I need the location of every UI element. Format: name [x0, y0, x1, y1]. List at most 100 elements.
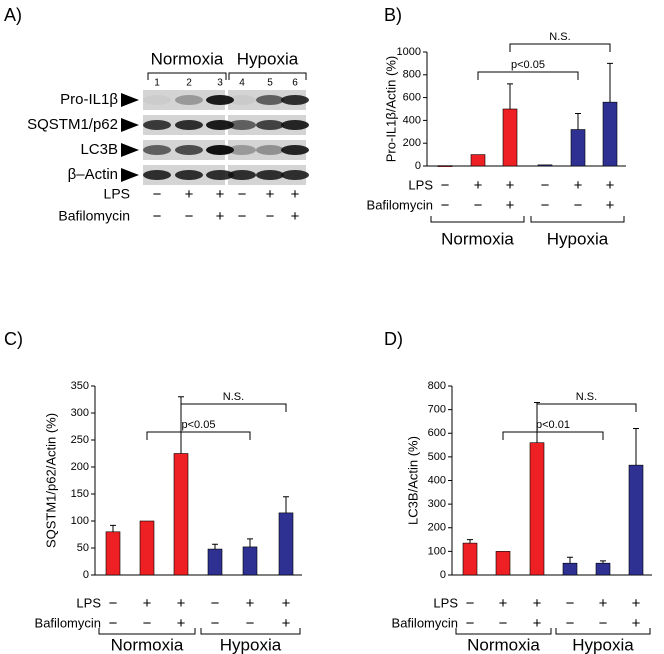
- y-tick-label: 250: [71, 434, 89, 446]
- condition-sign: +: [506, 197, 515, 214]
- row-arrow: [121, 168, 139, 182]
- condition-sign: −: [109, 595, 118, 612]
- condition-label: Bafilomycin: [35, 615, 101, 630]
- group-label: Normoxia: [111, 635, 184, 654]
- group-label: Hypoxia: [547, 229, 609, 248]
- bar: [173, 453, 189, 576]
- y-tick-label: 700: [428, 404, 446, 416]
- condition-sign: −: [474, 197, 483, 214]
- group-label: Normoxia: [467, 635, 540, 654]
- bar: [595, 562, 611, 576]
- blot-band: [256, 120, 284, 130]
- condition-label: LPS: [408, 177, 433, 192]
- blot-band: [143, 145, 171, 155]
- condition-sign: −: [441, 197, 450, 214]
- y-tick-label: 300: [71, 407, 89, 419]
- bar: [602, 101, 618, 167]
- condition-sign: +: [177, 615, 186, 632]
- panel-label: A): [4, 5, 22, 25]
- significance-bracket: [477, 71, 579, 80]
- significance-label: N.S.: [223, 391, 244, 403]
- error-bar: [467, 539, 473, 544]
- bar: [495, 551, 511, 576]
- blot-band: [256, 145, 284, 155]
- y-tick-label: 150: [71, 488, 89, 500]
- blot-band: [206, 95, 234, 105]
- condition-sign: +: [282, 615, 291, 632]
- condition-sign: −: [499, 615, 508, 632]
- bar: [537, 164, 553, 167]
- group-bracket: [200, 628, 301, 635]
- y-tick-label: 400: [403, 114, 421, 126]
- blot-band: [228, 120, 256, 130]
- blot-band: [228, 95, 256, 105]
- bar: [570, 129, 586, 167]
- group-label: Hypoxia: [220, 635, 282, 654]
- blot-band: [143, 95, 171, 105]
- row-arrow: [121, 93, 139, 107]
- y-tick-label: 1000: [397, 46, 421, 58]
- group-bracket: [147, 72, 227, 80]
- lane-number: 6: [292, 78, 298, 89]
- lane-number: 1: [154, 78, 160, 89]
- condition-sign: −: [541, 177, 550, 194]
- significance-label: N.S.: [549, 31, 570, 43]
- blot-band: [143, 120, 171, 130]
- y-tick-label: 300: [428, 498, 446, 510]
- panel-label: D): [384, 329, 403, 349]
- group-label: Hypoxia: [237, 49, 299, 68]
- condition-sign: +: [606, 197, 615, 214]
- error-bar: [110, 524, 116, 532]
- blot-band: [281, 95, 309, 105]
- y-tick-label: 600: [428, 427, 446, 439]
- significance-label: p<0.05: [182, 419, 216, 431]
- condition-label: LPS: [76, 595, 101, 610]
- condition-sign: +: [474, 177, 483, 194]
- row-label: LC3B: [80, 141, 118, 158]
- condition-sign: −: [185, 208, 194, 225]
- bar: [242, 546, 258, 576]
- blot-band: [228, 145, 256, 155]
- condition-sign: −: [211, 595, 220, 612]
- y-tick-label: 200: [428, 522, 446, 534]
- y-tick-label: 800: [403, 69, 421, 81]
- panel-label: C): [4, 329, 23, 349]
- lane-number: 2: [186, 78, 192, 89]
- row-arrow: [121, 118, 139, 132]
- condition-sign: −: [109, 615, 118, 632]
- condition-sign: +: [216, 186, 225, 203]
- condition-sign: −: [153, 186, 162, 203]
- significance-label: p<0.05: [511, 59, 545, 71]
- significance-bracket: [509, 43, 611, 52]
- error-bar: [507, 83, 513, 109]
- bar: [462, 542, 478, 576]
- blot-band: [206, 145, 234, 155]
- condition-sign: +: [177, 595, 186, 612]
- error-bar: [212, 543, 218, 550]
- group-bracket: [455, 628, 552, 635]
- bar: [105, 531, 121, 576]
- group-bracket: [430, 216, 525, 223]
- bar: [502, 108, 518, 167]
- condition-sign: −: [266, 208, 275, 225]
- blot-band: [281, 170, 309, 180]
- error-bar: [283, 496, 289, 513]
- error-bar: [600, 560, 606, 564]
- condition-label: Bafilomycin: [367, 197, 433, 212]
- condition-sign: −: [541, 197, 550, 214]
- condition-label: Bafilomycin: [58, 208, 130, 224]
- group-label: Normoxia: [441, 229, 514, 248]
- y-tick-label: 350: [71, 380, 89, 392]
- lane-number: 3: [217, 78, 223, 89]
- blot-band: [256, 170, 284, 180]
- row-label: SQSTM1/p62: [27, 116, 118, 133]
- blot-band: [175, 120, 203, 130]
- group-bracket: [228, 72, 307, 80]
- lane-number: 4: [239, 78, 245, 89]
- blot-strip: [143, 90, 225, 110]
- bar: [529, 442, 545, 576]
- condition-label: LPS: [433, 595, 458, 610]
- condition-sign: −: [246, 615, 255, 632]
- y-tick-label: 0: [83, 569, 89, 581]
